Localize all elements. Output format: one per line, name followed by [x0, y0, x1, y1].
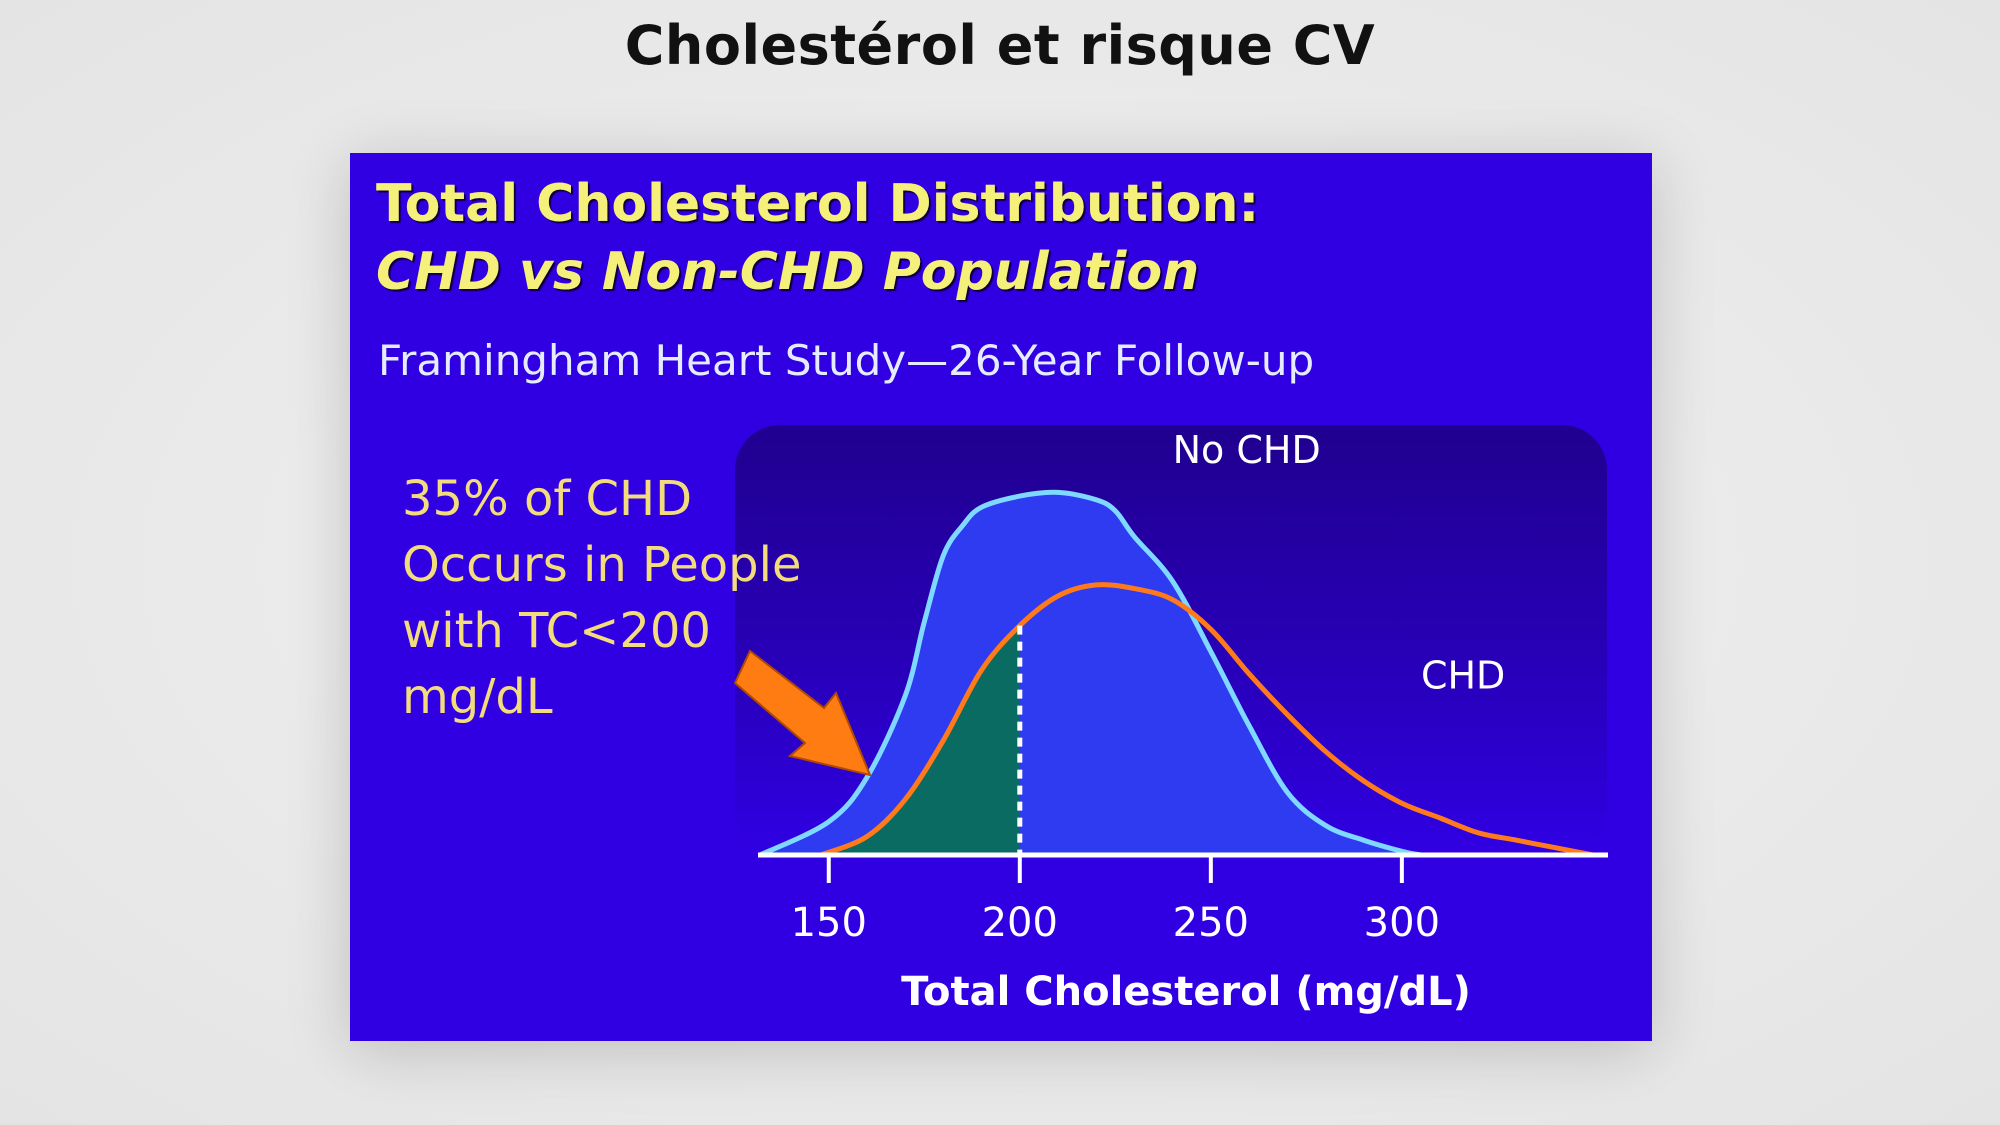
chart-marks: 150 200 250 300 Total Cholesterol (mg/dL) No … — [733, 428, 1608, 1015]
page-title: Cholestérol et risque CV — [624, 14, 1376, 77]
x-tick-label-150: 150 — [791, 900, 867, 946]
no-chd-area — [760, 492, 1421, 855]
annotation-line-4: mg/dL — [402, 669, 553, 725]
x-tick-label-200: 200 — [982, 900, 1058, 946]
x-tick-label-250: 250 — [1173, 900, 1249, 946]
chd-line — [820, 582, 1594, 858]
chd-shaded-region — [821, 625, 1020, 855]
no-chd-series-label: No CHD — [1173, 428, 1321, 472]
annotation-line-2: Occurs in People — [402, 537, 801, 593]
annotation-line-3: with TC<200 — [402, 603, 711, 659]
slide-title-line1: Total Cholesterol Distribution: — [376, 174, 1259, 234]
chart-slide: Total Cholesterol Distribution: CHD vs N… — [350, 153, 1652, 1041]
slide-subtitle: Framingham Heart Study—26-Year Follow-up — [378, 336, 1314, 385]
x-axis-label: Total Cholesterol (mg/dL) — [901, 969, 1471, 1015]
no-chd-line — [758, 489, 1422, 858]
chd-series-label: CHD — [1421, 654, 1505, 698]
annotation-arrow — [733, 649, 872, 777]
chart-svg: Total Cholesterol Distribution: CHD vs N… — [376, 174, 1608, 1015]
annotation-line-1: 35% of CHD — [402, 471, 692, 527]
slide-title-line2: CHD vs Non-CHD Population — [376, 242, 1199, 302]
x-tick-label-300: 300 — [1364, 900, 1440, 946]
